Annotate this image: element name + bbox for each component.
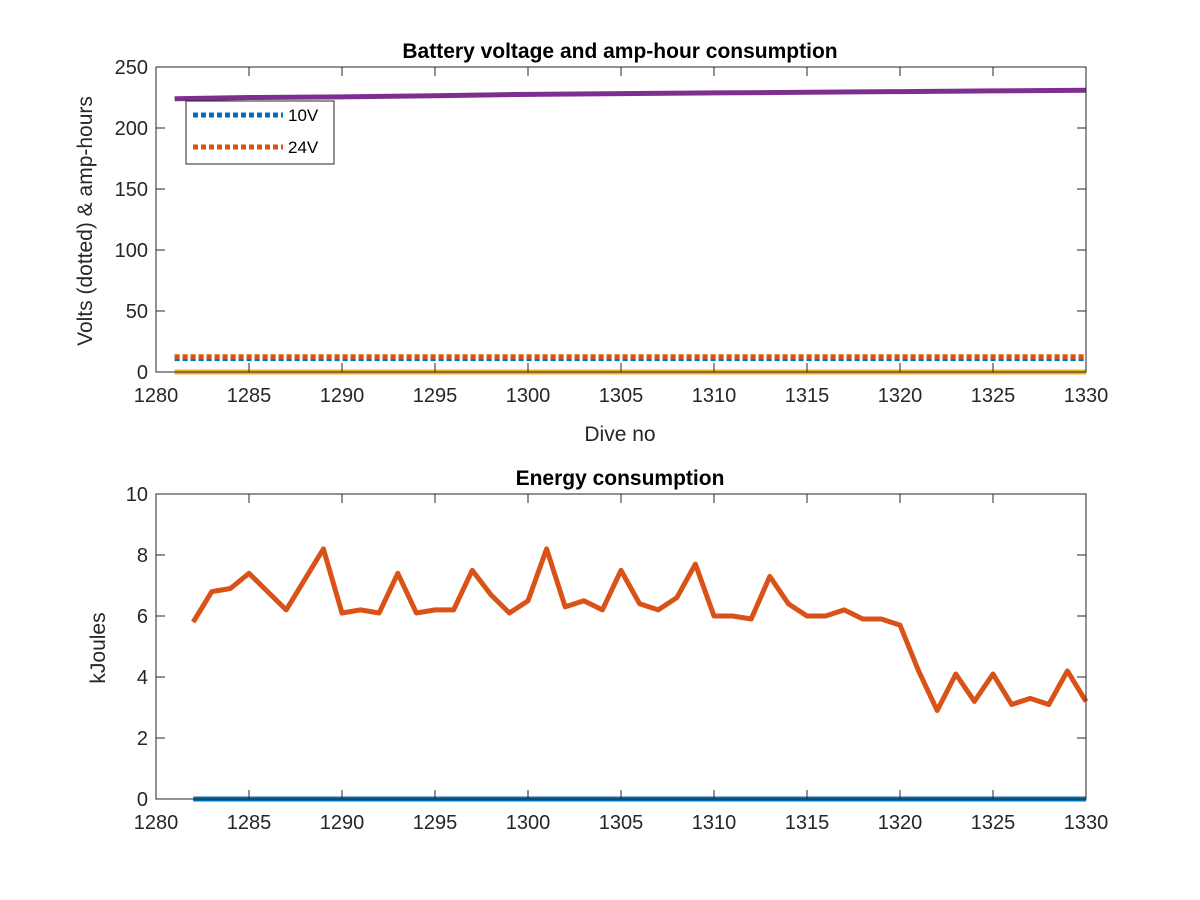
x-tick-label-0-1310: 1310 — [692, 385, 737, 407]
y-tick-label-1-2: 2 — [137, 728, 148, 750]
x-tick-label-0-1325: 1325 — [971, 385, 1016, 407]
x-tick-label-1-1320: 1320 — [878, 812, 923, 834]
x-tick-label-0-1300: 1300 — [506, 385, 551, 407]
x-tick-label-0-1280: 1280 — [134, 385, 179, 407]
axes-energy: Energy consumption kJoules 1280 1285 1290 1… — [87, 467, 1108, 834]
x-tick-label-0-1295: 1295 — [413, 385, 458, 407]
x-tick-label-1-1285: 1285 — [227, 812, 272, 834]
x-tick-label-0-1285: 1285 — [227, 385, 272, 407]
y-tick-label-1-4: 4 — [137, 667, 148, 689]
series-line-1-1 — [191, 546, 1089, 713]
x-tick-label-1-1325: 1325 — [971, 812, 1016, 834]
x-tick-label-0-1305: 1305 — [599, 385, 644, 407]
x-tick-label-1-1290: 1290 — [320, 812, 365, 834]
x-tick-label-1-1315: 1315 — [785, 812, 830, 834]
x-tick-label-1-1295: 1295 — [413, 812, 458, 834]
chart-title-energy: Energy consumption — [516, 467, 725, 490]
axes-battery: Battery voltage and amp-hour consumption… — [74, 40, 1108, 446]
y-tick-label-1-0: 0 — [137, 789, 148, 811]
x-axis-label-battery: Dive no — [584, 423, 655, 446]
plot-area-battery: 1280 1285 1290 1295 1300 1305 1310 1315 1320 1325… — [115, 57, 1109, 407]
y-tick-label-1-8: 8 — [137, 545, 148, 567]
x-tick-label-0-1290: 1290 — [320, 385, 365, 407]
y-tick-label-1-6: 6 — [137, 606, 148, 628]
y-axis-label-battery: Volts (dotted) & amp-hours — [74, 96, 97, 346]
y-tick-label-0-150: 150 — [115, 179, 148, 201]
series-line-0-3 — [174, 87, 1087, 102]
x-tick-label-1-1300: 1300 — [506, 812, 551, 834]
chart-title-battery: Battery voltage and amp-hour consumption — [402, 40, 837, 63]
y-tick-label-0-100: 100 — [115, 240, 148, 262]
y-tick-label-1-10: 10 — [126, 484, 148, 506]
y-tick-label-0-0: 0 — [137, 362, 148, 384]
y-tick-label-0-200: 200 — [115, 118, 148, 140]
x-tick-label-0-1320: 1320 — [878, 385, 923, 407]
x-tick-label-0-1330: 1330 — [1064, 385, 1109, 407]
plot-area-energy: 1280 1285 1290 1295 1300 1305 1310 1315 1320 1325… — [126, 484, 1109, 834]
x-tick-label-0-1315: 1315 — [785, 385, 830, 407]
x-tick-label-1-1280: 1280 — [134, 812, 179, 834]
x-tick-label-1-1330: 1330 — [1064, 812, 1109, 834]
y-tick-label-0-50: 50 — [126, 301, 148, 323]
legend-box — [185, 100, 335, 165]
x-tick-label-1-1310: 1310 — [692, 812, 737, 834]
y-axis-label-energy: kJoules — [87, 612, 110, 683]
legend-label-24v: 24V — [288, 138, 319, 157]
y-tick-label-0-250: 250 — [115, 57, 148, 79]
legend-label-10v: 10V — [288, 106, 319, 125]
x-tick-label-1-1305: 1305 — [599, 812, 644, 834]
legend-battery: 10V 24V — [185, 100, 335, 165]
